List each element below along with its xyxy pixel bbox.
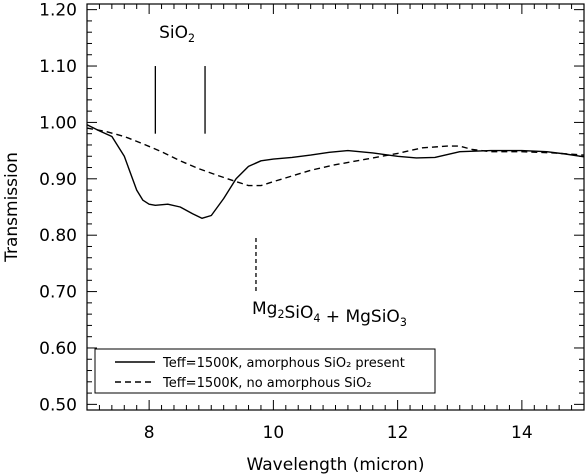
text-part: SiO	[159, 23, 188, 43]
y-tick-label: 0.60	[39, 339, 77, 359]
x-tick-label: 14	[511, 423, 533, 443]
series-line-sio2-present	[86, 124, 585, 220]
y-axis-label: Transmission	[2, 152, 22, 263]
series-line-no-sio2	[86, 127, 585, 187]
plot-layer	[86, 124, 585, 220]
sio2-label: SiO2	[159, 23, 195, 45]
legend: Teff=1500K, amorphous SiO₂ present Teff=1…	[94, 348, 436, 394]
y-tick-label: 0.90	[39, 170, 77, 190]
x-tick-label: 12	[387, 423, 409, 443]
legend-entry-label: Teff=1500K, amorphous SiO₂ present	[162, 356, 405, 371]
legend-box	[94, 348, 436, 394]
y-tick-label: 0.80	[39, 226, 77, 246]
text-part: Mg	[252, 299, 277, 319]
text-part: + MgSiO	[320, 307, 399, 327]
y-tick-label: 1.10	[39, 57, 77, 77]
y-tick-label: 0.50	[39, 395, 77, 415]
legend-entry-label: Teff=1500K, no amorphous SiO₂	[162, 376, 372, 391]
text-part: SiO	[284, 303, 313, 323]
subscript: 2	[188, 32, 195, 45]
x-axis-label: Wavelength (micron)	[247, 455, 425, 475]
x-tick-label: 10	[263, 423, 285, 443]
x-tick-label: 8	[144, 423, 155, 443]
mg-silicate-label: Mg2SiO4 + MgSiO3	[252, 299, 407, 329]
y-tick-label: 1.00	[39, 113, 77, 133]
y-tick-label: 1.20	[39, 1, 77, 21]
axes-layer: 8 10 12 14 0.50 0.60 0.70 0.80 0.90 1.00 1.10 1.20	[39, 1, 584, 443]
subscript: 2	[277, 308, 284, 321]
subscript: 4	[313, 312, 320, 325]
y-tick-label: 0.70	[39, 283, 77, 303]
subscript: 3	[400, 316, 407, 329]
